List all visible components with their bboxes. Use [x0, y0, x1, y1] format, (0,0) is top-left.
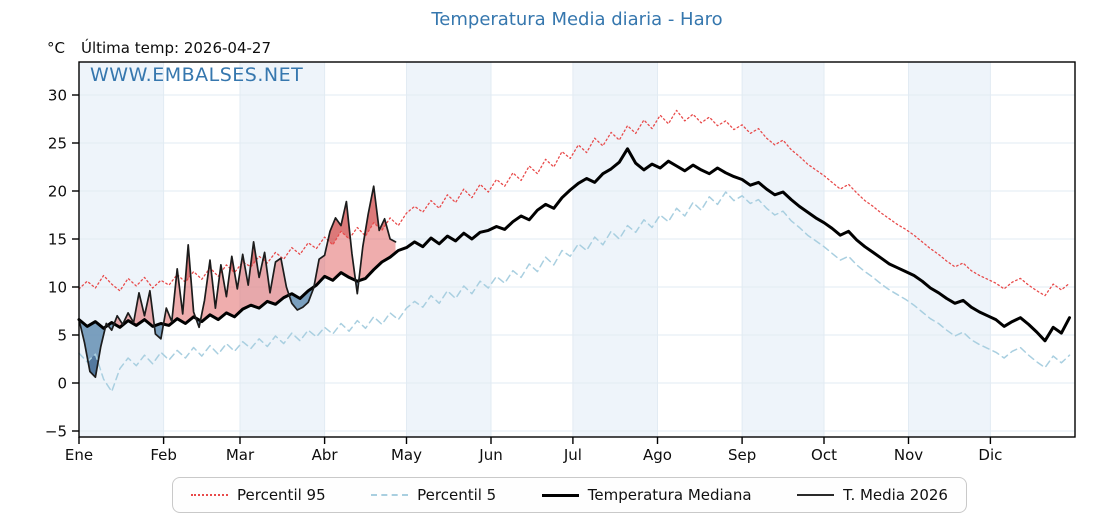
svg-text:Sep: Sep — [728, 446, 756, 464]
svg-text:30: 30 — [48, 87, 67, 105]
svg-text:0: 0 — [57, 375, 67, 393]
thick-black-line-icon — [541, 493, 579, 497]
svg-text:Dic: Dic — [978, 446, 1002, 464]
dashed-blue-line-icon — [371, 494, 409, 496]
svg-text:5: 5 — [57, 327, 67, 345]
legend-item-t-media-2026: T. Media 2026 — [797, 486, 948, 504]
svg-text:Jun: Jun — [478, 446, 502, 464]
legend-label: T. Media 2026 — [843, 486, 948, 504]
svg-text:Ago: Ago — [643, 446, 672, 464]
legend-item-percentil-5: Percentil 5 — [371, 486, 496, 504]
svg-text:Abr: Abr — [312, 446, 339, 464]
svg-text:Nov: Nov — [894, 446, 923, 464]
svg-text:20: 20 — [48, 183, 67, 201]
svg-text:Oct: Oct — [811, 446, 837, 464]
y-axis-unit-label: °C — [47, 39, 65, 57]
watermark: WWW.EMBALSES.NET — [90, 64, 304, 86]
top-info-row: °C Última temp: 2026-04-27 — [47, 39, 271, 57]
legend: Percentil 95 Percentil 5 Temperatura Med… — [172, 477, 967, 513]
temperature-chart: 30 25 20 15 10 5 0 −5 Ene Feb Mar Abr May Jun Jul Ago Se… — [45, 61, 1076, 464]
svg-text:May: May — [391, 446, 422, 464]
dotted-red-line-icon — [191, 494, 228, 496]
legend-label: Temperatura Mediana — [587, 486, 752, 504]
svg-text:Mar: Mar — [226, 446, 255, 464]
legend-label: Percentil 95 — [237, 486, 326, 504]
page-title: Temperatura Media diaria - Haro — [431, 9, 723, 30]
svg-text:10: 10 — [48, 279, 67, 297]
last-temp-label: Última temp: 2026-04-27 — [80, 39, 271, 57]
svg-text:−5: −5 — [45, 423, 67, 441]
svg-text:15: 15 — [48, 231, 67, 249]
figure: Temperatura Media diaria - Haro °C Últim… — [45, 9, 1076, 513]
svg-text:25: 25 — [48, 135, 67, 153]
svg-text:Jul: Jul — [563, 446, 582, 464]
legend-item-percentil-95: Percentil 95 — [191, 486, 326, 504]
legend-item-mediana: Temperatura Mediana — [541, 486, 752, 504]
svg-text:Ene: Ene — [65, 446, 93, 464]
legend-label: Percentil 5 — [417, 486, 497, 504]
thin-black-line-icon — [797, 494, 835, 496]
svg-text:Feb: Feb — [150, 446, 177, 464]
